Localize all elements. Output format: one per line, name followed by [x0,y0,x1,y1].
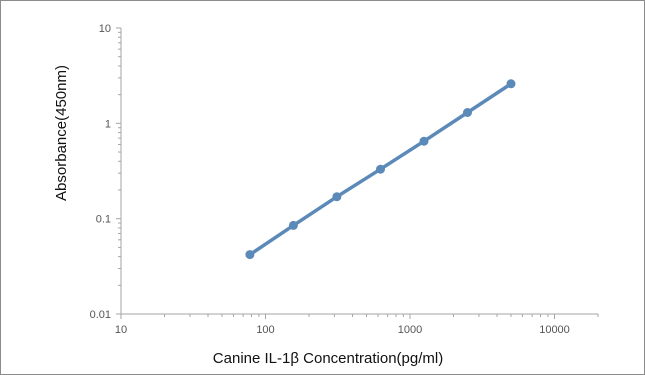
data-point [332,192,342,202]
x-axis-title: Canine IL-1β Concentration(pg/ml) [213,350,443,367]
y-tick-label: 10 [99,23,111,35]
y-tick-label: 1 [105,118,111,130]
data-point [463,108,472,117]
y-axis-title: Absorbance(450nm) [53,65,70,201]
data-point [376,164,385,174]
x-tick-label: 10 [115,324,127,336]
x-tick-label: 1000 [398,324,422,336]
y-tick-label: 0.01 [90,309,111,321]
data-point [506,79,516,89]
x-tick-label: 10000 [539,324,570,336]
data-point [288,220,298,230]
data-point [419,136,429,146]
axes [120,28,598,315]
data-point [245,250,255,260]
y-tick-label: 0.1 [96,214,111,226]
series [245,79,516,260]
ticks: 0.01 0.1 1 10 10 100 1000 10000 [90,23,599,336]
x-tick-label: 100 [256,324,274,336]
